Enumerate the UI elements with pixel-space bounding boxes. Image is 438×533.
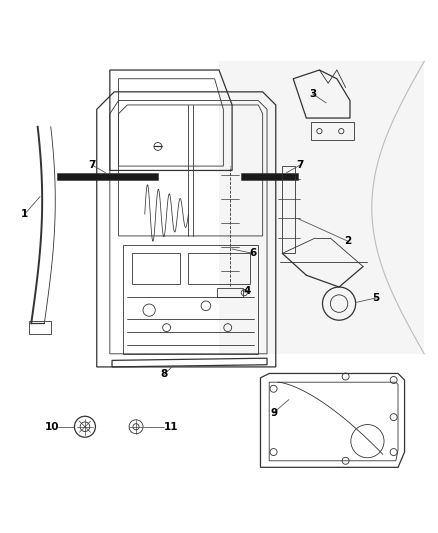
Text: 7: 7 [89,160,96,170]
Text: 1: 1 [21,209,28,219]
Text: 11: 11 [164,422,178,432]
Text: 7: 7 [296,160,304,170]
Polygon shape [219,61,424,354]
Text: 9: 9 [270,408,277,418]
Polygon shape [241,173,297,181]
Text: 10: 10 [45,422,60,432]
Polygon shape [57,173,158,181]
Text: 2: 2 [344,236,351,246]
Text: 3: 3 [309,89,317,99]
Text: 6: 6 [249,248,257,259]
Text: 8: 8 [161,369,168,379]
Text: 4: 4 [244,286,251,295]
Text: 5: 5 [373,293,380,303]
